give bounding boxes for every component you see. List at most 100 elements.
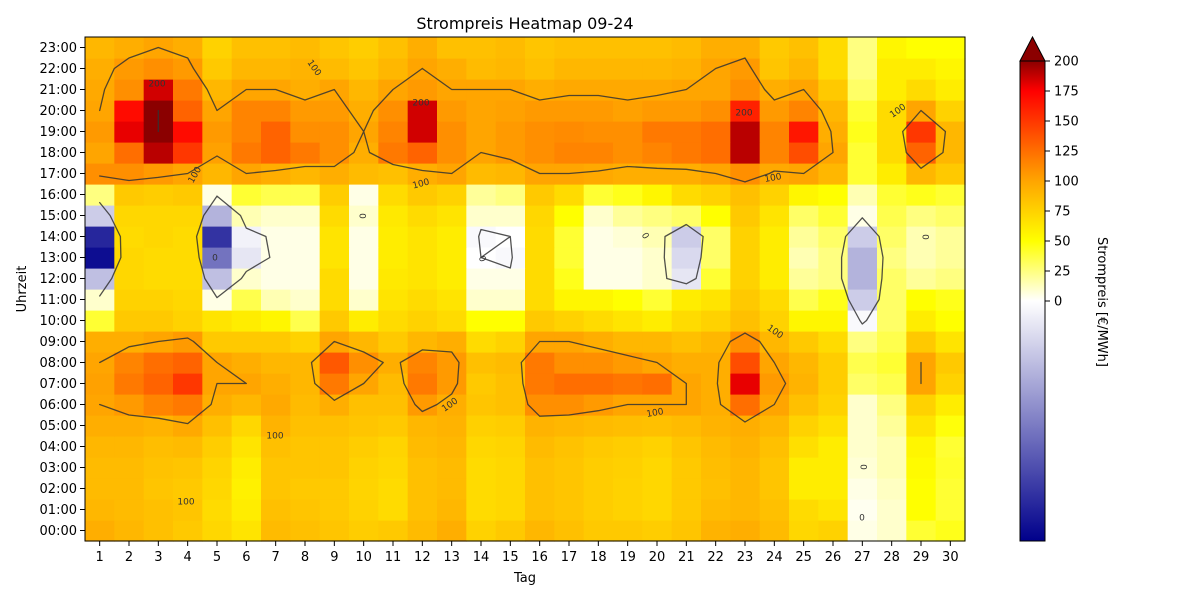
heatmap-cell (290, 142, 321, 164)
heatmap-cell (466, 121, 497, 143)
heatmap-cell (349, 79, 379, 101)
heatmap-cell (701, 142, 731, 164)
heatmap-cell (114, 415, 145, 437)
heatmap-cell (378, 268, 409, 290)
heatmap-cell (437, 184, 467, 206)
heatmap-cell (671, 268, 702, 290)
heatmap-cell (847, 58, 878, 80)
heatmap-cell (818, 310, 849, 332)
heatmap-cell (173, 205, 203, 227)
heatmap-cell (143, 184, 174, 206)
heatmap-cell (437, 268, 467, 290)
heatmap-cell (495, 520, 526, 542)
heatmap-cell (231, 289, 262, 311)
heatmap-cell (495, 394, 526, 416)
heatmap-cell (730, 457, 761, 479)
heatmap-cell (437, 58, 467, 80)
heatmap-cell (466, 520, 497, 542)
heatmap-cell (319, 310, 350, 332)
heatmap-cell (877, 436, 907, 458)
heatmap-cell (877, 352, 907, 374)
heatmap-cell (495, 247, 526, 269)
heatmap-cell (261, 37, 291, 59)
heatmap-cell (818, 415, 849, 437)
heatmap-cell (847, 100, 878, 122)
heatmap-cell (935, 142, 966, 164)
heatmap-cell (290, 457, 321, 479)
heatmap-cell (407, 100, 438, 122)
heatmap-cell (466, 58, 497, 80)
heatmap-cell (261, 289, 291, 311)
heatmap-cell (261, 268, 291, 290)
heatmap-cell (290, 58, 321, 80)
heatmap-cell (261, 247, 291, 269)
heatmap-cell (730, 121, 761, 143)
heatmap-cell (701, 478, 731, 500)
heatmap-cell (906, 289, 937, 311)
heatmap-cell (935, 163, 966, 185)
heatmap-cell (847, 457, 878, 479)
y-tick-label: 11:00 (40, 293, 77, 308)
heatmap-cell (319, 58, 350, 80)
x-tick-label: 12 (414, 550, 431, 565)
heatmap-cell (466, 310, 497, 332)
heatmap-cell (495, 373, 526, 395)
heatmap-cell (935, 100, 966, 122)
heatmap-cell (789, 373, 819, 395)
heatmap-cell (290, 373, 321, 395)
heatmap-cell (906, 37, 937, 59)
heatmap-cell (877, 79, 907, 101)
heatmap-cell (466, 37, 497, 59)
heatmap-cell (261, 478, 291, 500)
heatmap-cell (143, 499, 174, 521)
heatmap-cell (202, 331, 233, 353)
heatmap-cell (877, 121, 907, 143)
heatmap-cell (701, 457, 731, 479)
heatmap-cell (437, 100, 467, 122)
heatmap-cell (525, 478, 555, 500)
heatmap-cell (701, 247, 731, 269)
heatmap-cell (319, 478, 350, 500)
heatmap-cell (583, 247, 614, 269)
heatmap-cell (789, 247, 819, 269)
heatmap-cell (613, 520, 643, 542)
heatmap-cell (495, 100, 526, 122)
x-tick-label: 4 (184, 550, 192, 565)
heatmap-cell (407, 457, 438, 479)
heatmap-cell (261, 499, 291, 521)
heatmap-cell (877, 289, 907, 311)
heatmap-cell (642, 247, 673, 269)
heatmap-cell (847, 331, 878, 353)
heatmap-cell (525, 352, 555, 374)
heatmap-cell (407, 289, 438, 311)
heatmap-cell (818, 268, 849, 290)
heatmap-cell (85, 37, 115, 59)
heatmap-cell (642, 268, 673, 290)
heatmap-cell (818, 436, 849, 458)
heatmap-cell (407, 436, 438, 458)
heatmap-cell (290, 184, 321, 206)
heatmap-cell (877, 163, 907, 185)
colorbar-extend-arrow (1019, 35, 1046, 62)
y-tick-label: 16:00 (40, 188, 77, 203)
heatmap-cell (202, 415, 233, 437)
heatmap-cell (906, 79, 937, 101)
heatmap-cell (759, 205, 790, 227)
heatmap-cell (642, 520, 673, 542)
heatmap-cell (818, 478, 849, 500)
heatmap-cell (437, 310, 467, 332)
heatmap-cell (85, 121, 115, 143)
heatmap-cell (847, 352, 878, 374)
heatmap-cell (349, 436, 379, 458)
heatmap-cell (349, 205, 379, 227)
heatmap-cell (495, 478, 526, 500)
heatmap-cell (730, 415, 761, 437)
heatmap-cell (85, 331, 115, 353)
heatmap-cell (935, 37, 966, 59)
heatmap-cell (319, 373, 350, 395)
x-tick-label: 14 (473, 550, 490, 565)
heatmap-cell (730, 289, 761, 311)
heatmap-cell (906, 331, 937, 353)
heatmap-cell (173, 142, 203, 164)
heatmap-cell (407, 79, 438, 101)
